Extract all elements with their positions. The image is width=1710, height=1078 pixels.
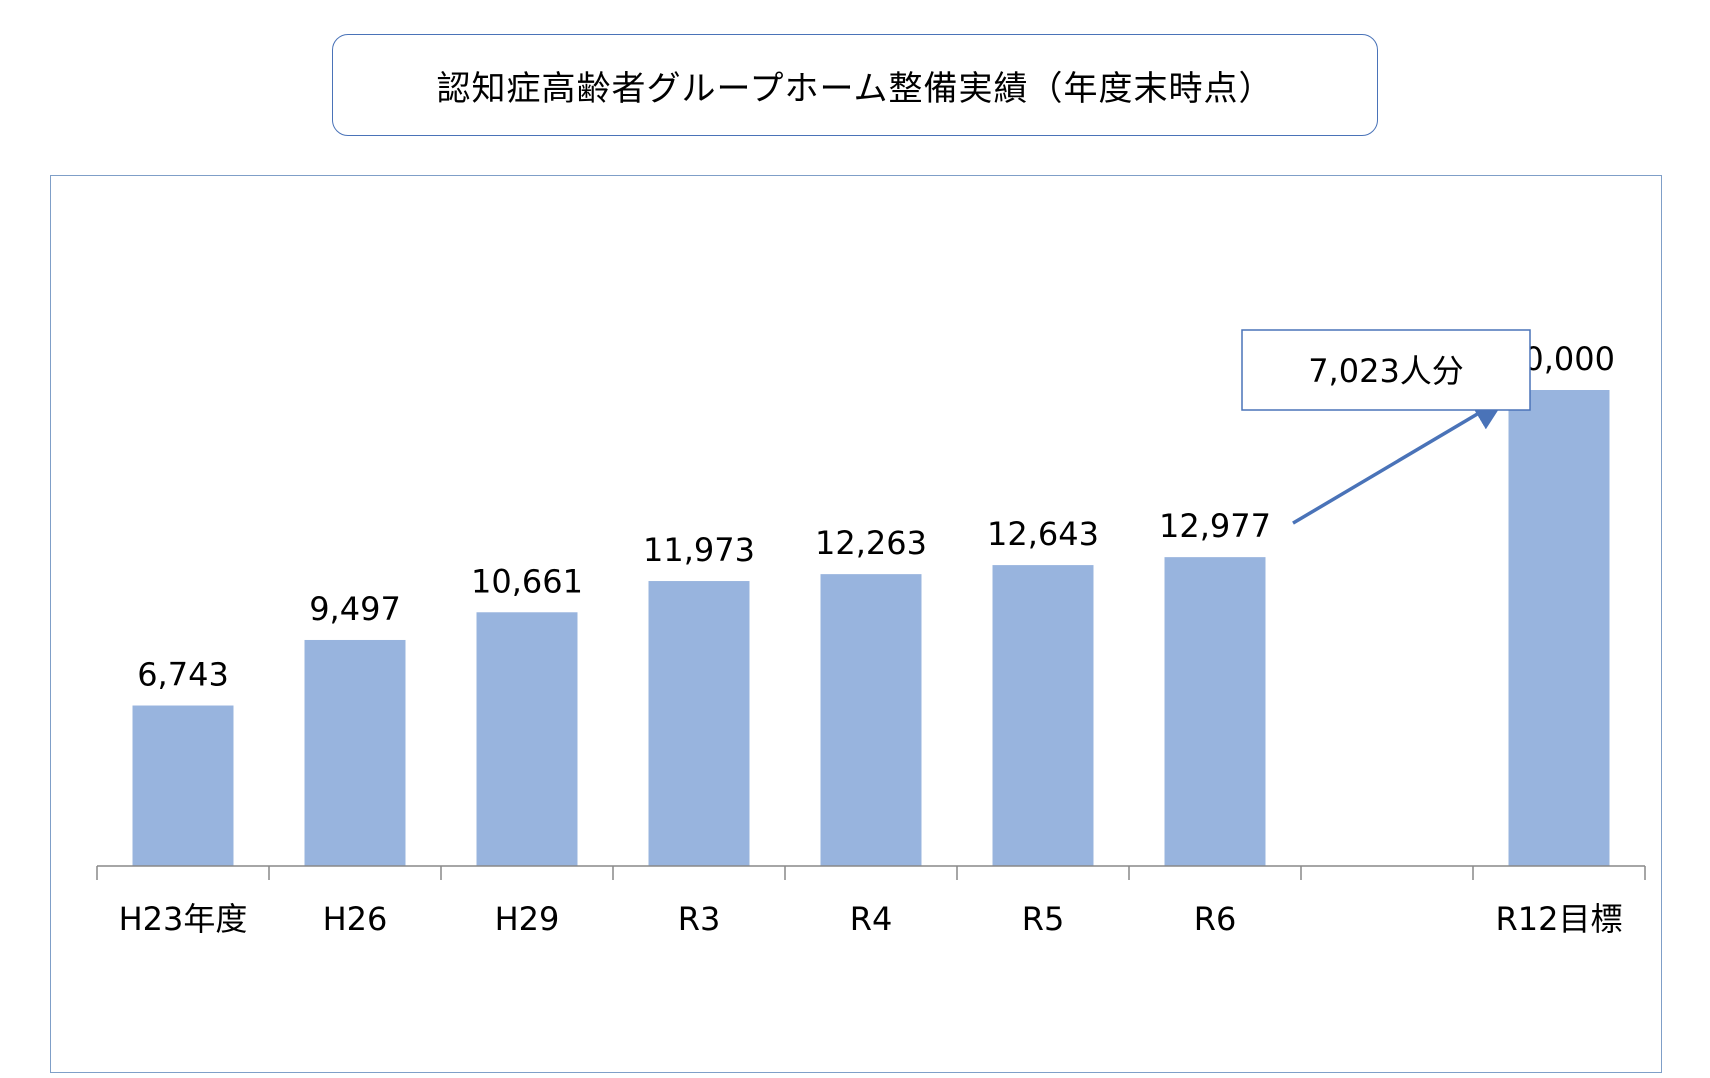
- x-tick-label: H29: [495, 900, 560, 938]
- bar: [1508, 390, 1610, 866]
- chart-title: 認知症高齢者グループホーム整備実績（年度末時点）: [332, 34, 1378, 136]
- bar: [1164, 557, 1266, 866]
- increase-arrow: [1292, 396, 1508, 525]
- chart-frame: [50, 175, 1662, 1073]
- data-label: 11,973: [643, 531, 755, 569]
- annotation-box: [1241, 329, 1531, 411]
- x-tick-label: R5: [1022, 900, 1065, 938]
- data-label: 12,263: [815, 524, 927, 562]
- data-label: 6,743: [137, 656, 229, 694]
- x-tick-label: R12目標: [1496, 900, 1623, 938]
- bar: [648, 581, 750, 866]
- bar: [304, 639, 406, 866]
- data-label: 10,661: [471, 562, 583, 600]
- data-label: 9,497: [309, 590, 401, 628]
- annotation-text: 7,023人分: [1308, 352, 1464, 390]
- data-label: 12,643: [987, 515, 1099, 553]
- bar: [132, 705, 234, 866]
- data-label: 12,977: [1159, 507, 1271, 545]
- bar: [820, 574, 922, 866]
- x-tick-label: R6: [1194, 900, 1237, 938]
- x-tick-label: H26: [323, 900, 388, 938]
- bar: [992, 565, 1094, 866]
- bar: [476, 612, 578, 866]
- x-tick-label: H23年度: [119, 900, 248, 938]
- x-tick-label: R3: [678, 900, 721, 938]
- x-tick-label: R4: [850, 900, 893, 938]
